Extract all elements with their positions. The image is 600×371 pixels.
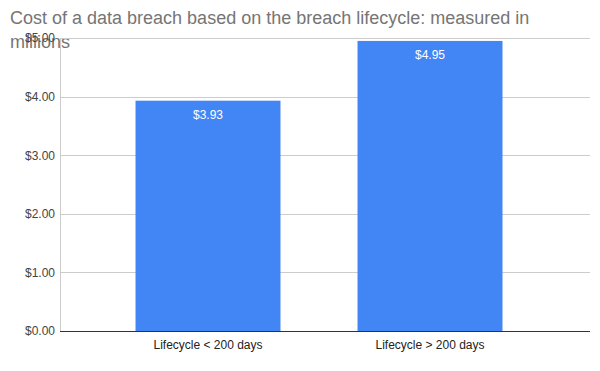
grid-line xyxy=(60,38,590,39)
y-axis: $0.00 $1.00 $2.00 $3.00 $4.00 $5.00 xyxy=(25,31,61,338)
y-tick: $5.00 xyxy=(25,31,60,45)
x-axis: Lifecycle < 200 days Lifecycle > 200 days xyxy=(60,331,590,352)
x-axis-line xyxy=(60,331,590,332)
y-tick-label: $2.00 xyxy=(25,207,55,221)
x-tick: Lifecycle < 200 days xyxy=(153,331,262,352)
y-tick: $3.00 xyxy=(25,149,60,163)
y-axis-line xyxy=(60,39,61,332)
bar xyxy=(358,41,503,331)
x-tick-label: Lifecycle > 200 days xyxy=(375,338,484,352)
grid-line xyxy=(60,97,590,98)
y-tick: $2.00 xyxy=(25,207,60,221)
data-label: $4.95 xyxy=(415,48,445,62)
y-tick-label: $4.00 xyxy=(25,90,55,104)
y-tick: $1.00 xyxy=(25,266,60,280)
grid xyxy=(60,39,590,332)
x-tick-label: Lifecycle < 200 days xyxy=(153,338,262,352)
grid-line xyxy=(60,331,590,332)
title-line: Cost of a data breach based on the breac… xyxy=(10,8,529,28)
y-tick-label: $3.00 xyxy=(25,149,55,163)
data-labels: $3.93 $4.95 xyxy=(193,48,445,122)
bars xyxy=(136,41,503,331)
title-line: millions xyxy=(10,32,70,52)
y-tick-label: $5.00 xyxy=(25,31,55,45)
bar xyxy=(136,101,281,331)
y-tick-label: $0.00 xyxy=(25,324,55,338)
y-tick-label: $1.00 xyxy=(25,266,55,280)
y-tick: $0.00 xyxy=(25,324,60,338)
chart: Cost of a data breach based on the breac… xyxy=(0,0,600,371)
data-label: $3.93 xyxy=(193,108,223,122)
y-tick: $4.00 xyxy=(25,90,60,104)
x-tick: Lifecycle > 200 days xyxy=(375,331,484,352)
